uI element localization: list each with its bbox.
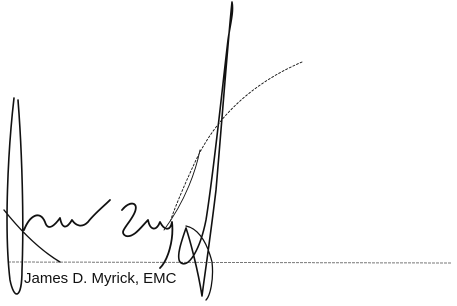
signature-block: James D. Myrick, EMC: [0, 0, 457, 306]
page: {"signature": {"name": "James D. Myrick,…: [0, 0, 457, 306]
signature-line: [8, 262, 452, 263]
handwritten-signature: [4, 2, 302, 300]
signer-name: James D. Myrick, EMC: [24, 270, 177, 287]
